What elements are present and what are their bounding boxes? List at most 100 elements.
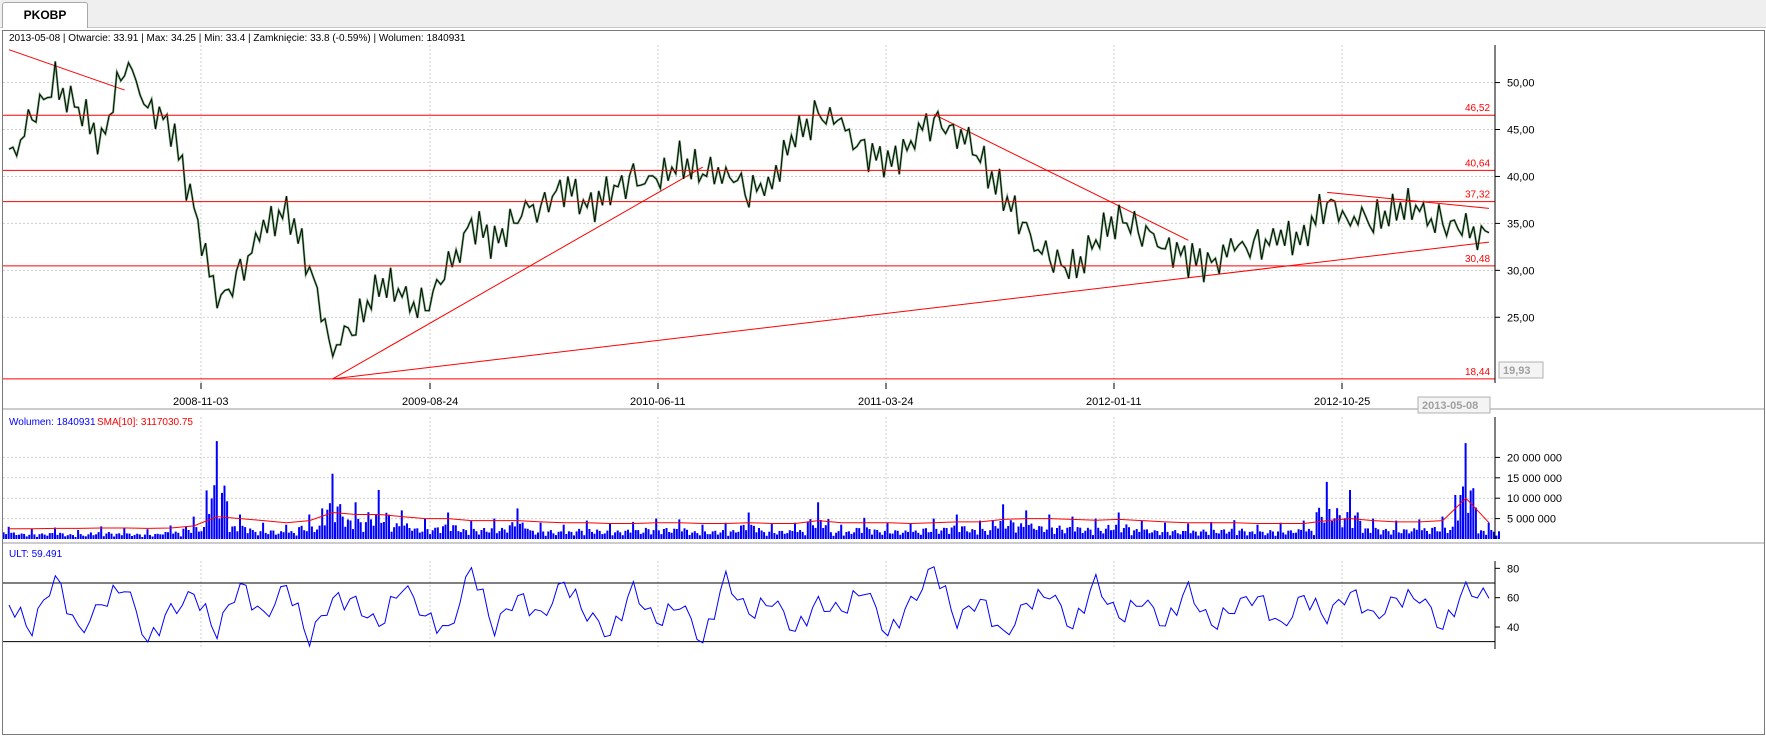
volume-bar [262, 522, 265, 539]
volume-bar [1498, 531, 1500, 539]
volume-bar [603, 533, 606, 539]
volume-bar [149, 535, 151, 539]
volume-bar [408, 528, 411, 539]
volume-bar [1282, 532, 1285, 539]
volume-bar [167, 532, 169, 539]
volume-bar [459, 532, 462, 539]
volume-bar [226, 501, 229, 539]
volume-bar [688, 535, 691, 539]
volume-bar [190, 532, 193, 539]
volume-bar [143, 534, 146, 539]
volume-bar [1238, 530, 1241, 539]
volume-bar [18, 534, 20, 539]
volume-bar [1115, 524, 1118, 539]
volume-bar [141, 537, 144, 539]
volume-bar [388, 514, 390, 539]
volume-bar [1192, 530, 1195, 539]
volume-bar [89, 532, 92, 539]
volume-bar [1297, 529, 1300, 539]
volume-bar [331, 473, 334, 539]
volume-bar [724, 522, 727, 539]
volume-bar [300, 525, 303, 539]
volume-bar [87, 534, 90, 539]
volume-bar [1243, 531, 1246, 539]
volume-bar [426, 529, 429, 539]
volume-bar [1302, 520, 1305, 539]
volume-bar [537, 532, 539, 539]
volume-bar [1225, 533, 1228, 539]
volume-bar [339, 504, 342, 539]
volume-bar [1390, 534, 1393, 539]
volume-bar [200, 531, 203, 539]
volume-bar [1313, 535, 1315, 539]
volume-bar [483, 528, 486, 539]
tab-pkobp[interactable]: PKOBP [2, 2, 88, 28]
volume-bar [863, 517, 866, 539]
current-date-box [1417, 396, 1491, 414]
trend-line [332, 241, 1490, 380]
volume-bar [927, 532, 930, 539]
volume-bar [678, 519, 681, 539]
volume-bar [59, 532, 62, 539]
volume-bar [1215, 532, 1218, 539]
volume-bar [961, 526, 963, 539]
grid-lines [3, 45, 1495, 649]
price-y-tick-label: 35,00 [1507, 218, 1535, 230]
volume-bar [1462, 486, 1464, 539]
volume-bar [1328, 509, 1331, 539]
volume-bar [1382, 530, 1385, 539]
current-price-box [1498, 361, 1544, 379]
volume-bar [750, 524, 753, 539]
volume-bar [804, 535, 807, 539]
volume-bar [714, 530, 717, 539]
volume-bar [860, 532, 863, 539]
volume-bar [1194, 531, 1197, 539]
volume-bar [269, 530, 272, 539]
volume-bar [1030, 523, 1033, 539]
volume-bar [236, 531, 239, 539]
volume-bar [1027, 525, 1030, 539]
volume-bar [1259, 531, 1261, 539]
volume-bar [503, 529, 506, 539]
volume-bar [1246, 535, 1249, 539]
volume-bar [953, 525, 956, 539]
volume-bar [873, 529, 876, 539]
volume-bar [922, 528, 925, 539]
volume-bar [932, 518, 935, 539]
volume-bar [1022, 526, 1025, 539]
volume-bar [542, 531, 545, 539]
trend-line [8, 49, 125, 91]
volume-bar [506, 532, 509, 539]
volume-bar [1333, 518, 1336, 539]
volume-bar [1318, 507, 1321, 539]
volume-bar [1004, 528, 1007, 539]
volume-bar [403, 525, 406, 539]
volume-bar [298, 527, 301, 539]
volume-bar [665, 528, 668, 539]
volume-bar [901, 532, 904, 539]
volume-bar [796, 532, 799, 539]
volume-bar [1241, 528, 1243, 539]
volume-bar [876, 530, 879, 539]
volume-bar [763, 532, 766, 539]
volume-bar [971, 529, 974, 539]
volume-bar [809, 519, 812, 539]
volume-bar [1315, 512, 1318, 539]
volume-bar [48, 533, 51, 539]
volume-bar [1189, 533, 1192, 539]
volume-bar [773, 533, 776, 539]
volume-bar [1158, 535, 1161, 539]
stock-chart[interactable]: 46,52 40,64 37,32 30,48 18,44 2008-11-03 2009… [3, 31, 1764, 734]
volume-bar [573, 535, 575, 539]
volume-bar [79, 534, 82, 539]
volume-bar [624, 530, 627, 539]
volume-bar [30, 528, 33, 539]
volume-bar [12, 532, 15, 539]
volume-bar [1320, 516, 1323, 539]
volume-bar [1099, 530, 1102, 539]
volume-bar [840, 524, 843, 539]
volume-bar [254, 531, 257, 539]
x-tick-label: 2011-03-24 [858, 396, 913, 408]
volume-bar [1274, 535, 1277, 539]
volume-bar [174, 531, 177, 539]
